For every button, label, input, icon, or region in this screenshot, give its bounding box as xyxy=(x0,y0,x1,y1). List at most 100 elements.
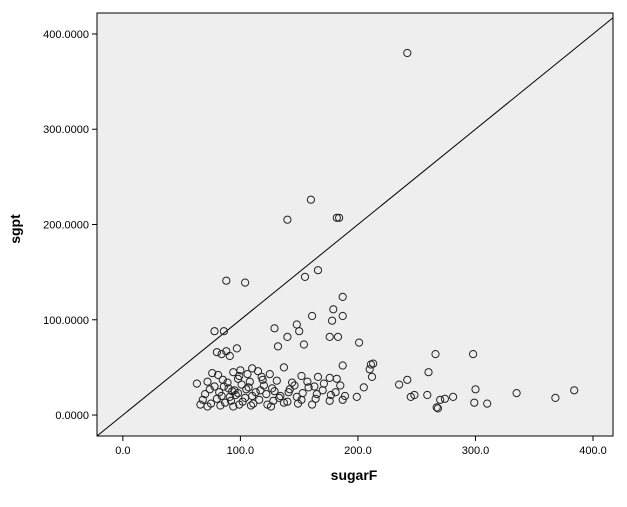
data-point xyxy=(312,390,321,399)
data-point xyxy=(283,397,292,406)
data-point xyxy=(292,392,301,401)
y-tick-label: 0.0000 xyxy=(55,410,89,422)
data-point xyxy=(262,390,271,399)
data-point xyxy=(433,404,442,413)
plot-area xyxy=(96,12,614,437)
data-point xyxy=(300,272,310,281)
data-point xyxy=(275,393,284,402)
data-point xyxy=(355,338,364,347)
data-point xyxy=(326,390,335,400)
data-point xyxy=(198,395,207,404)
data-point xyxy=(223,378,232,387)
data-point xyxy=(318,386,327,395)
data-point xyxy=(212,348,221,357)
y-tick-label: 100.0000 xyxy=(43,315,89,327)
data-point xyxy=(338,395,347,404)
data-point xyxy=(306,195,315,204)
data-point xyxy=(313,372,323,381)
data-point xyxy=(449,392,458,401)
data-points-layer xyxy=(192,48,579,413)
data-point xyxy=(270,324,279,333)
data-point xyxy=(273,342,283,351)
data-point xyxy=(395,380,404,389)
data-point xyxy=(336,381,345,390)
data-point xyxy=(219,327,228,336)
data-point xyxy=(192,379,201,388)
y-axis-label: sgpt xyxy=(7,214,23,244)
data-point xyxy=(310,382,319,391)
reference-line-layer xyxy=(96,17,614,437)
data-point xyxy=(483,399,492,408)
data-point xyxy=(333,332,343,341)
data-point xyxy=(244,383,253,392)
data-point xyxy=(279,398,288,407)
data-point xyxy=(283,332,292,341)
data-point xyxy=(201,390,210,399)
data-point xyxy=(512,389,521,398)
data-point xyxy=(366,360,375,369)
x-tick-label: 100.0 xyxy=(227,445,255,457)
data-point xyxy=(221,398,230,407)
data-point xyxy=(332,213,341,222)
data-point xyxy=(233,389,243,398)
data-point xyxy=(304,383,313,392)
data-point xyxy=(216,401,225,410)
data-point xyxy=(248,391,257,401)
data-point xyxy=(332,374,341,383)
data-point xyxy=(335,213,344,222)
data-point xyxy=(255,395,264,404)
data-point xyxy=(283,215,292,224)
data-point xyxy=(470,398,479,407)
data-point xyxy=(297,371,306,381)
data-point xyxy=(303,377,312,386)
data-point xyxy=(259,381,268,390)
data-point xyxy=(241,278,250,287)
data-point xyxy=(270,387,279,396)
data-point xyxy=(225,392,234,401)
data-point xyxy=(570,386,579,395)
data-point xyxy=(325,332,334,341)
y-axis-ticks: 0.0000 100.0000 200.0000 300.0000 400.0000 xyxy=(43,29,97,422)
x-tick-label: 300.0 xyxy=(462,445,490,457)
data-point xyxy=(338,292,347,301)
data-point xyxy=(325,396,334,405)
data-point xyxy=(471,385,480,394)
data-point xyxy=(217,350,226,359)
data-point xyxy=(367,372,377,381)
x-axis-label: sugarF xyxy=(331,467,378,483)
data-point xyxy=(203,377,212,386)
data-point xyxy=(469,350,478,359)
data-point xyxy=(266,402,276,411)
data-point xyxy=(436,395,445,404)
data-point xyxy=(224,384,233,393)
data-point xyxy=(431,350,440,359)
y-tick-label: 400.0000 xyxy=(43,29,89,41)
data-point xyxy=(352,392,361,401)
data-point xyxy=(265,370,274,379)
data-point xyxy=(331,388,340,397)
data-point xyxy=(338,311,347,321)
data-point xyxy=(328,316,337,325)
data-point xyxy=(236,366,245,375)
x-tick-label: 200.0 xyxy=(344,445,372,457)
data-point xyxy=(403,375,412,384)
data-point xyxy=(245,377,254,386)
data-point xyxy=(253,367,263,376)
data-point xyxy=(359,383,368,392)
data-point xyxy=(205,385,214,394)
data-point xyxy=(313,266,323,275)
data-point xyxy=(237,380,246,389)
data-point xyxy=(235,371,244,381)
data-point xyxy=(238,397,247,406)
data-point xyxy=(208,369,217,378)
data-point xyxy=(311,394,320,403)
data-point xyxy=(403,48,412,58)
data-point xyxy=(214,370,223,380)
data-point xyxy=(226,396,236,405)
data-point xyxy=(440,394,449,403)
data-point xyxy=(212,394,221,403)
data-point xyxy=(232,344,241,353)
data-point xyxy=(203,402,212,411)
reference-line xyxy=(96,17,614,437)
